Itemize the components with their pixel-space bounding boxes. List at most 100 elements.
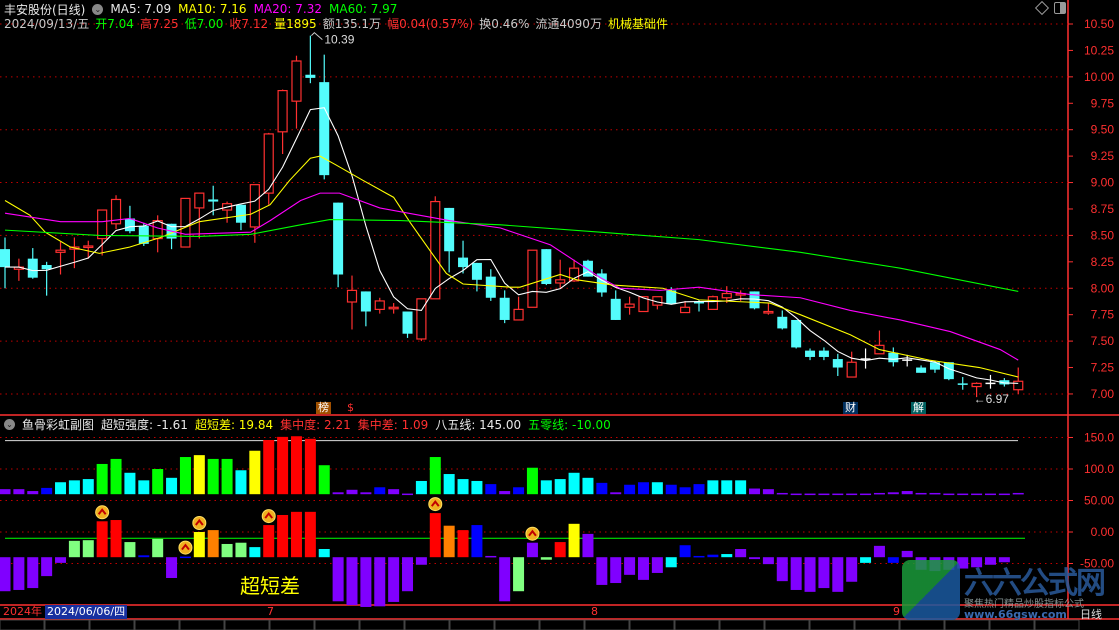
upper-bar [693,484,705,495]
upper-bar [929,492,941,495]
lower-bar [679,545,691,558]
candle-up [680,306,691,314]
close-price: 收7.12 [229,16,269,31]
panel-toggle-icon[interactable] [1054,2,1066,14]
price-tick-label: 8.25 [1091,255,1115,269]
candle-down [805,350,816,357]
lower-bar [735,549,747,558]
upper-bar [96,463,108,495]
lower-bar [860,557,872,563]
upper-bar [554,479,566,495]
period-label[interactable]: 日线 [1080,608,1102,621]
upper-bar [82,479,94,495]
overlay-label: 超短差 [240,574,300,598]
date-axis: 2024年 2024/06/06/四 7 8 9 [0,605,1068,619]
upper-bar [721,480,733,495]
ma5-value: MA5: 7.09 [110,2,172,16]
upper-bar [915,492,927,495]
candle-up [638,296,649,313]
candle-up [180,197,191,248]
candle-up [110,198,122,225]
lower-bar [221,543,233,558]
lower-bar [984,557,996,565]
candle-down [888,352,899,363]
chevron-down-icon[interactable]: ⌄ [4,418,15,430]
candle-down [208,199,219,202]
marker-unlock[interactable]: 解 [911,401,926,414]
lower-bar [873,545,885,558]
upper-bar [1012,492,1024,495]
lower-bar [818,557,830,589]
upper-bar [846,493,858,496]
lower-bar [304,511,316,558]
chevron-down-icon[interactable]: ⌄ [92,3,104,15]
candle-up [97,209,108,240]
upper-bar [221,458,233,495]
price-tick-label: 10.00 [1084,70,1114,84]
bottom-tab [134,619,180,630]
indicator-name[interactable]: 鱼骨彩虹副图 [22,417,95,432]
candle-down [471,262,482,280]
upper-bar [249,450,261,495]
candle-up [416,298,427,340]
lower-bar [707,554,719,558]
candle-down [444,207,455,252]
upper-bar [651,482,663,495]
candle-up [971,382,982,388]
lower-bar [124,542,136,558]
lower-bar [68,540,80,558]
candle-down [791,319,802,348]
candle-down [360,291,371,312]
price-tick-label: 7.00 [1091,387,1115,401]
bottom-tab [1034,619,1080,630]
lower-bar [568,523,580,558]
upper-bar [568,472,580,495]
lower-bar [249,547,261,558]
selected-date[interactable]: 2024/06/06/四 [45,605,128,619]
bottom-tab [719,619,765,630]
upper-bar [27,491,39,495]
sub-tick-label: 0.00 [1091,525,1115,539]
candle-down [319,82,330,176]
signal-icon [428,497,443,512]
upper-bar [304,438,316,495]
price-tick-label: 7.50 [1091,334,1115,348]
lower-bar [96,521,108,558]
ma60-line [4,218,1019,292]
ma20-line [4,192,1019,361]
upper-bar [318,465,330,495]
signal-icon [525,526,540,541]
candle-up [527,249,538,308]
bottom-tab [269,619,315,630]
candle-down [333,202,344,275]
lower-bar [596,557,608,585]
volume: 量1895 [274,16,317,31]
lower-bar [166,557,178,578]
marker-bang[interactable]: 榜 [316,401,331,414]
signal-icon [95,505,110,520]
candle-down [916,367,927,373]
upper-bar [762,489,774,495]
upper-bar [596,482,608,495]
lower-bar [582,533,594,558]
bottom-tab [404,619,450,630]
logo-slogan: 聚焦热门精品炒股指标公式 [964,599,1084,610]
bottom-tab [899,619,945,630]
candle-down [749,291,760,309]
sub-tick-label: 50.00 [1084,494,1114,508]
lower-bar [429,513,441,558]
industry[interactable]: 机械基础件 [607,16,668,31]
upper-bar [332,492,344,495]
lower-bar [415,557,427,565]
marker-finance[interactable]: 财 [843,401,858,414]
candle-up [624,303,635,308]
lower-bar [193,532,205,558]
marker-dollar[interactable]: $ [347,401,354,414]
candle-down [541,249,552,285]
ma60-value: MA60: 7.97 [329,2,398,16]
lower-bar [610,557,622,584]
upper-bar [582,477,594,495]
main-chart-header: 丰安股份(日线) ⌄ MA5: 7.09 MA10: 7.16 MA20: 7.… [4,1,397,17]
upper-bar [277,436,289,495]
